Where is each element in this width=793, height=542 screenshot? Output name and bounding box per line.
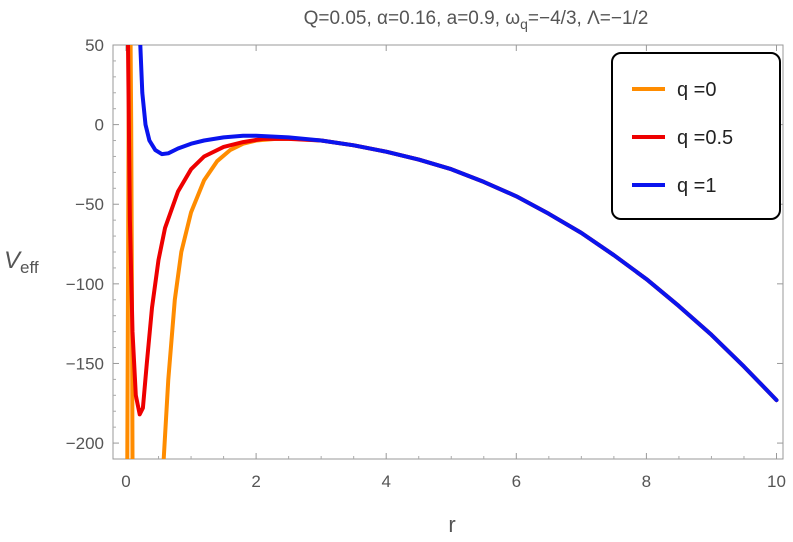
x-tick-label: 0: [121, 472, 130, 491]
series-line-2-segment-0: [138, 45, 779, 403]
y-axis-label-subscript: eff: [20, 258, 39, 277]
x-tick-label: 2: [251, 472, 260, 491]
ticks: [113, 44, 783, 459]
legend-label: q =1: [677, 175, 716, 197]
x-tick-label: 4: [381, 472, 390, 491]
x-tick-label: 6: [512, 472, 521, 491]
plot-lines: [125, 45, 779, 459]
legend-box: [611, 52, 781, 220]
chart-title-tail: =−4/3, Λ=−1/2: [528, 8, 648, 29]
y-axis-label: Veff: [4, 247, 39, 277]
y-tick-label: 50: [85, 36, 104, 55]
y-tick-label: −200: [66, 434, 104, 453]
y-axis-label-main: V: [4, 247, 22, 274]
y-tick-label: −100: [66, 275, 104, 294]
chart-title-subscript: q: [520, 16, 528, 32]
x-tick-label: 8: [642, 472, 651, 491]
chart-title: Q=0.05, α=0.16, a=0.9, ωq=−4/3, Λ=−1/2: [304, 8, 649, 32]
legend-label: q =0: [677, 79, 716, 101]
x-axis-label: r: [448, 512, 455, 537]
tick-labels: 0 2 4 6 8 10 50 0 −50 −100 −150 −200: [66, 36, 786, 491]
y-tick-label: −50: [75, 195, 104, 214]
legend: q =0 q =0.5 q =1: [611, 52, 781, 220]
y-tick-label: −150: [66, 354, 104, 373]
legend-label: q =0.5: [677, 127, 733, 149]
x-tick-label: 10: [767, 472, 786, 491]
chart-title-main: Q=0.05, α=0.16, a=0.9, ω: [304, 8, 521, 29]
y-tick-label: 0: [95, 116, 104, 135]
